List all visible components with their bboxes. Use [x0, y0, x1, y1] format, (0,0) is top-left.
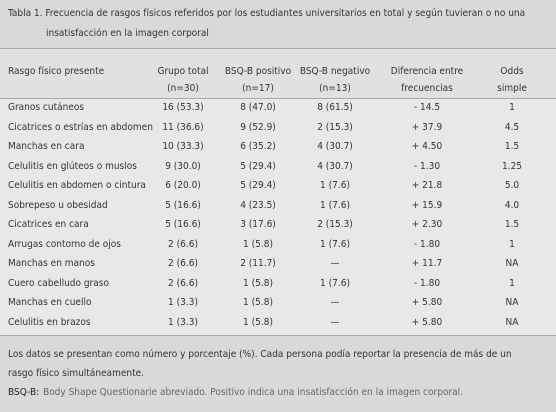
cell: 8 (47.0)	[240, 102, 276, 113]
column-header: simple	[497, 83, 527, 94]
cell: - 1.80	[413, 238, 441, 250]
cell: 1 (5.8)	[243, 238, 273, 250]
cell: Granos cutáneos	[8, 102, 85, 113]
cell: Cuero cabelludo graso	[8, 277, 109, 289]
cell: 4 (30.7)	[317, 160, 353, 172]
cell: 6 (35.2)	[240, 141, 276, 152]
cell: 5 (29.4)	[240, 180, 276, 191]
cell: 5 (16.6)	[165, 219, 201, 230]
cell: + 5.80	[411, 297, 443, 308]
cell: —	[330, 316, 340, 328]
cell: Manchas en cuello	[8, 297, 92, 308]
column-header: frecuencias	[401, 83, 453, 94]
cell: 1 (7.6)	[320, 238, 350, 250]
body-band	[0, 99, 556, 335]
cell: Manchas en cara	[8, 141, 85, 152]
cell: 4.0	[504, 199, 520, 211]
cell: NA	[505, 297, 519, 308]
cell: 4 (30.7)	[317, 141, 353, 152]
column-header: Rasgo físico presente	[8, 66, 105, 77]
cell: 16 (53.3)	[162, 102, 204, 113]
cell: 1.5	[504, 219, 520, 230]
cell: NA	[505, 258, 519, 269]
cell: 2 (6.6)	[168, 238, 198, 250]
cell: + 11.7	[411, 258, 443, 269]
cell: 1 (3.3)	[168, 297, 198, 308]
cell: 11 (36.6)	[162, 121, 204, 133]
cell: + 21.8	[411, 180, 443, 191]
cell: + 5.80	[411, 316, 443, 328]
column-header: Grupo total	[157, 66, 209, 77]
column-header: (n=13)	[319, 83, 351, 94]
cell: 6 (20.0)	[165, 180, 201, 191]
cell: 1 (7.6)	[320, 199, 350, 211]
cell: 2 (15.3)	[317, 219, 353, 230]
cell: 10 (33.3)	[162, 141, 204, 152]
cell: 1.5	[504, 141, 520, 152]
cell: 1.25	[501, 160, 523, 172]
cell: 2 (6.6)	[168, 277, 198, 289]
cell: 2 (11.7)	[240, 258, 276, 269]
cell: 1 (3.3)	[168, 316, 198, 328]
cell: 5 (29.4)	[240, 160, 276, 172]
cell: 9 (30.0)	[165, 160, 201, 172]
abbreviation-text: Body Shape Questionarie abreviado. Posit…	[43, 387, 463, 398]
cell: 1 (5.8)	[243, 277, 273, 289]
cell: —	[330, 297, 340, 308]
cell: 3 (17.6)	[240, 219, 276, 230]
note: Los datos se presentan como número y por…	[8, 349, 512, 360]
column-header: Diferencia entre	[390, 66, 464, 77]
cell: —	[330, 258, 340, 269]
cell: - 14.5	[413, 102, 441, 113]
cell: NA	[505, 316, 519, 328]
cell: 9 (52.9)	[240, 121, 276, 133]
abbreviation-term: BSQ-B:	[8, 387, 40, 398]
cell: 1	[509, 277, 515, 289]
header-band	[0, 49, 556, 99]
rule	[0, 98, 556, 99]
cell: Celulitis en abdomen o cintura	[8, 180, 146, 191]
cell: Arrugas contorno de ojos	[8, 238, 121, 250]
cell: 5.0	[504, 180, 520, 191]
cell: 8 (61.5)	[317, 102, 353, 113]
cell: 2 (15.3)	[317, 121, 353, 133]
column-header: BSQ-B negativo	[299, 66, 371, 77]
cell: 1	[509, 238, 515, 250]
cell: Celulitis en brazos	[8, 316, 91, 328]
cell: + 15.9	[411, 199, 443, 211]
cell: 5 (16.6)	[165, 199, 201, 211]
note: rasgo físico simultáneamente.	[8, 368, 144, 379]
cell: + 2.30	[411, 219, 443, 230]
cell: + 37.9	[411, 121, 443, 133]
cell: Cicatrices o estrías en abdomen	[8, 121, 153, 133]
cell: 1 (7.6)	[320, 277, 350, 289]
cell: 1	[509, 102, 515, 113]
cell: Cicatrices en cara	[8, 219, 89, 230]
rule	[0, 48, 556, 49]
title: Tabla 1. Frecuencia de rasgos físicos re…	[8, 8, 526, 19]
title: insatisfacción en la imagen corporal	[46, 28, 209, 39]
cell: 1 (7.6)	[320, 180, 350, 191]
cell: 4 (23.5)	[240, 199, 276, 211]
column-header: (n=30)	[167, 83, 199, 94]
cell: + 4.50	[411, 141, 443, 152]
cell: 2 (6.6)	[168, 258, 198, 269]
cell: - 1.80	[413, 277, 441, 289]
cell: 1 (5.8)	[243, 316, 273, 328]
cell: Celulitis en glúteos o muslos	[8, 160, 137, 172]
column-header: BSQ-B positivo	[224, 66, 292, 77]
column-header: Odds	[500, 66, 524, 77]
rule	[0, 335, 556, 336]
cell: Manchas en manos	[8, 258, 95, 269]
cell: Sobrepeso u obesidad	[8, 199, 108, 211]
cell: 1 (5.8)	[243, 297, 273, 308]
cell: - 1.30	[413, 160, 441, 172]
column-header: (n=17)	[242, 83, 274, 94]
cell: 4.5	[504, 121, 520, 133]
